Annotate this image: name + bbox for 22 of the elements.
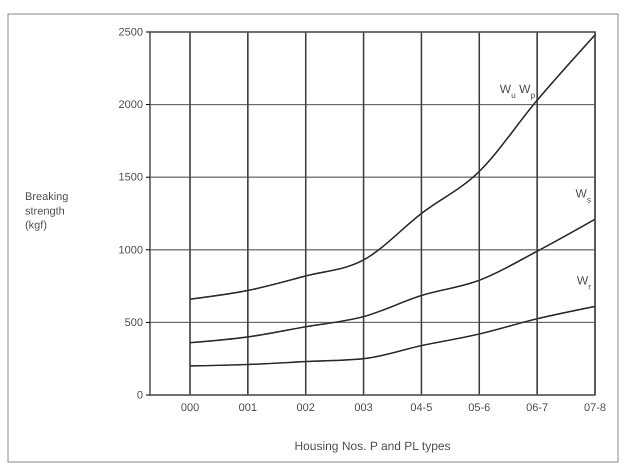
series-label: W$_{r}$ — [576, 273, 592, 292]
line-series — [189, 34, 596, 300]
x-tick-label: 002 — [296, 402, 315, 414]
x-tick-label: 06-7 — [526, 402, 548, 414]
y-tick-label: 2500 — [118, 26, 143, 39]
y-axis-title: Breaking strength (kgf) — [25, 191, 68, 232]
y-tick-label: 0 — [136, 390, 143, 402]
y-tick-label: 1500 — [118, 172, 143, 184]
x-tick-label: 001 — [238, 402, 258, 414]
x-tick-label: 003 — [354, 402, 373, 414]
y-tick-label: 1000 — [118, 244, 143, 256]
x-axis-title: Housing Nos. P and PL types — [294, 439, 451, 453]
x-tick-label: 000 — [180, 402, 200, 414]
series-label: W$_{s}$ — [575, 186, 591, 204]
y-tick-label: 500 — [124, 316, 143, 329]
line-series — [189, 218, 596, 344]
y-tick-label: 2000 — [118, 99, 143, 112]
line-series — [189, 306, 596, 367]
series-label: W$_{u}$ W$_{p}$ — [500, 82, 536, 100]
x-tick-label: 05-6 — [468, 402, 490, 414]
x-tick-label: 04-5 — [410, 402, 432, 414]
x-tick-label: 07-8 — [584, 402, 606, 414]
